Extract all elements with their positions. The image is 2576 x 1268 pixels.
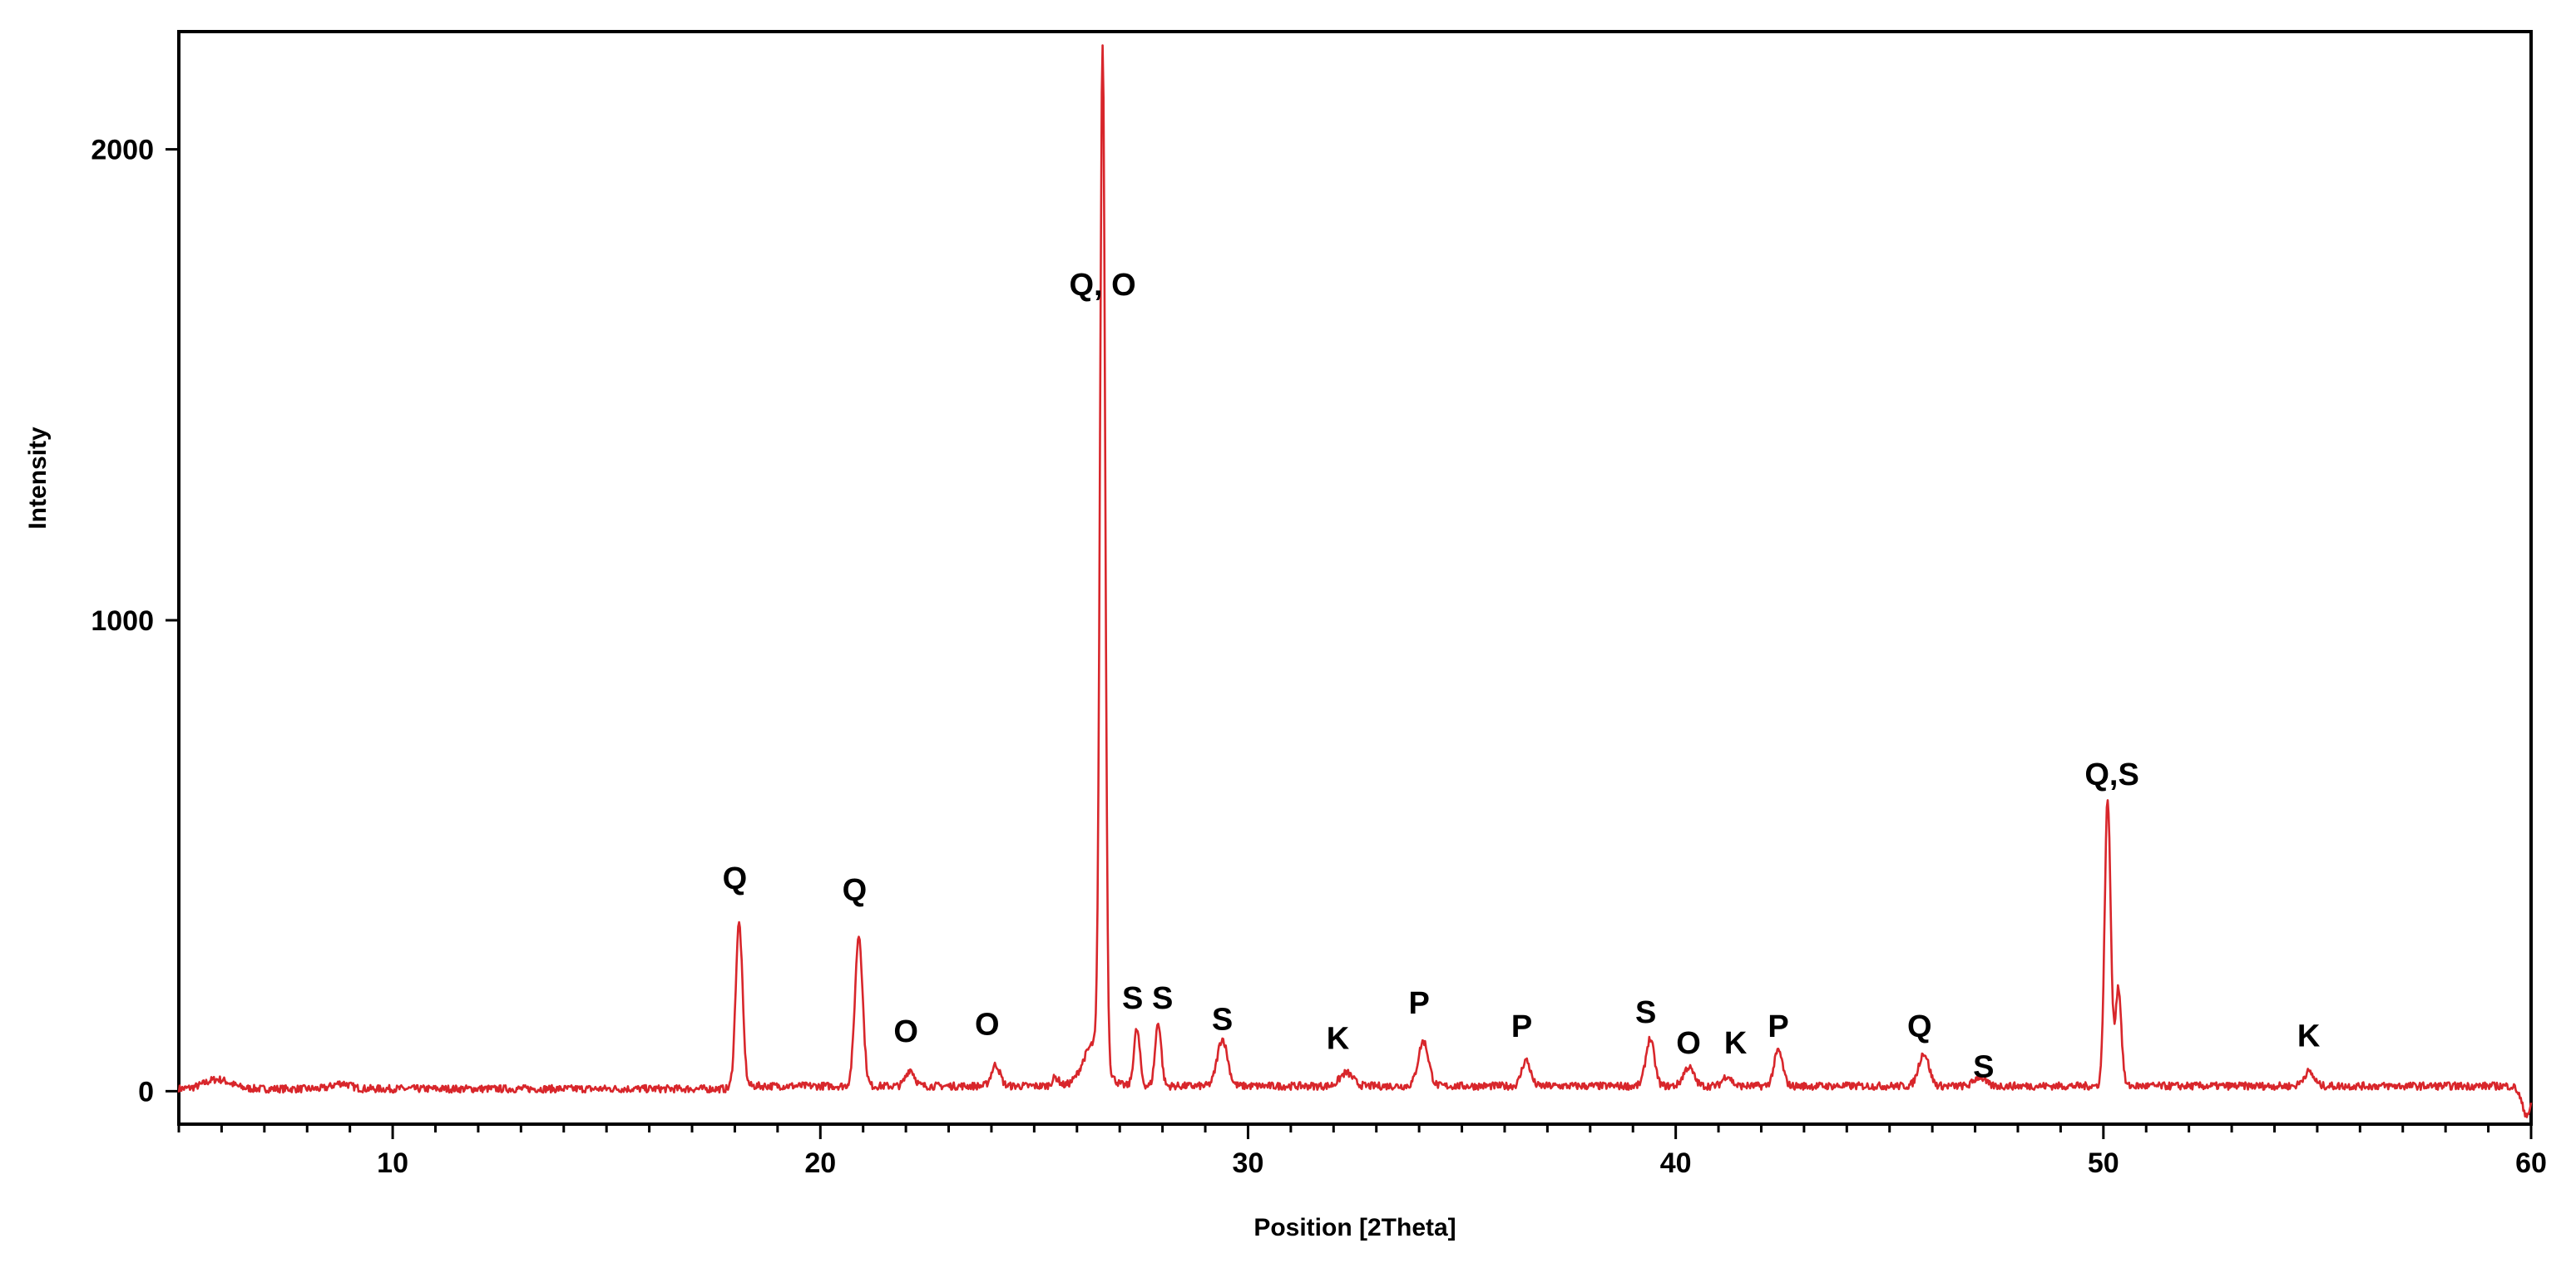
x-tick-label: 30 [1233, 1147, 1264, 1179]
x-axis-ticks: 10 20 30 40 50 60 [177, 1124, 2547, 1179]
peak-label: S [1152, 981, 1173, 1016]
peak-label: Q [1907, 1009, 1932, 1044]
diffraction-pattern-line [177, 44, 2533, 1118]
peak-label: K [1327, 1021, 1350, 1056]
peak-label: P [1768, 1009, 1788, 1044]
peak-label: S [1122, 981, 1143, 1016]
plot-frame [177, 30, 2533, 1126]
peak-label: S [1973, 1049, 1994, 1084]
y-axis-ticks: 0 1000 2000 [91, 135, 179, 1108]
x-tick-label: 10 [377, 1147, 408, 1179]
x-axis-label: Position [2Theta] [1253, 1214, 1456, 1241]
peak-label: K [2297, 1019, 2321, 1054]
x-tick-label: 50 [2088, 1147, 2119, 1179]
peak-label: S [1635, 995, 1656, 1030]
y-axis-label: Intensity [24, 427, 52, 530]
peak-label: Q,S [2084, 757, 2138, 792]
x-tick-label: 40 [1660, 1147, 1692, 1179]
x-tick-label: 60 [2515, 1147, 2547, 1179]
y-tick-label: 2000 [91, 135, 154, 166]
y-tick-label: 1000 [91, 605, 154, 637]
peak-label: Q [843, 873, 868, 908]
peak-label: K [1724, 1026, 1748, 1061]
x-tick-label: 20 [804, 1147, 836, 1179]
peak-label: O [975, 1007, 1000, 1042]
peak-label: P [1511, 1009, 1532, 1044]
peak-label: Q, O [1070, 268, 1136, 303]
peak-label: O [893, 1014, 918, 1049]
peak-label: P [1408, 986, 1429, 1021]
peak-label: S [1212, 1003, 1233, 1038]
peak-label: O [1676, 1026, 1701, 1061]
y-tick-label: 0 [138, 1076, 154, 1108]
peak-label: Q [723, 861, 748, 896]
